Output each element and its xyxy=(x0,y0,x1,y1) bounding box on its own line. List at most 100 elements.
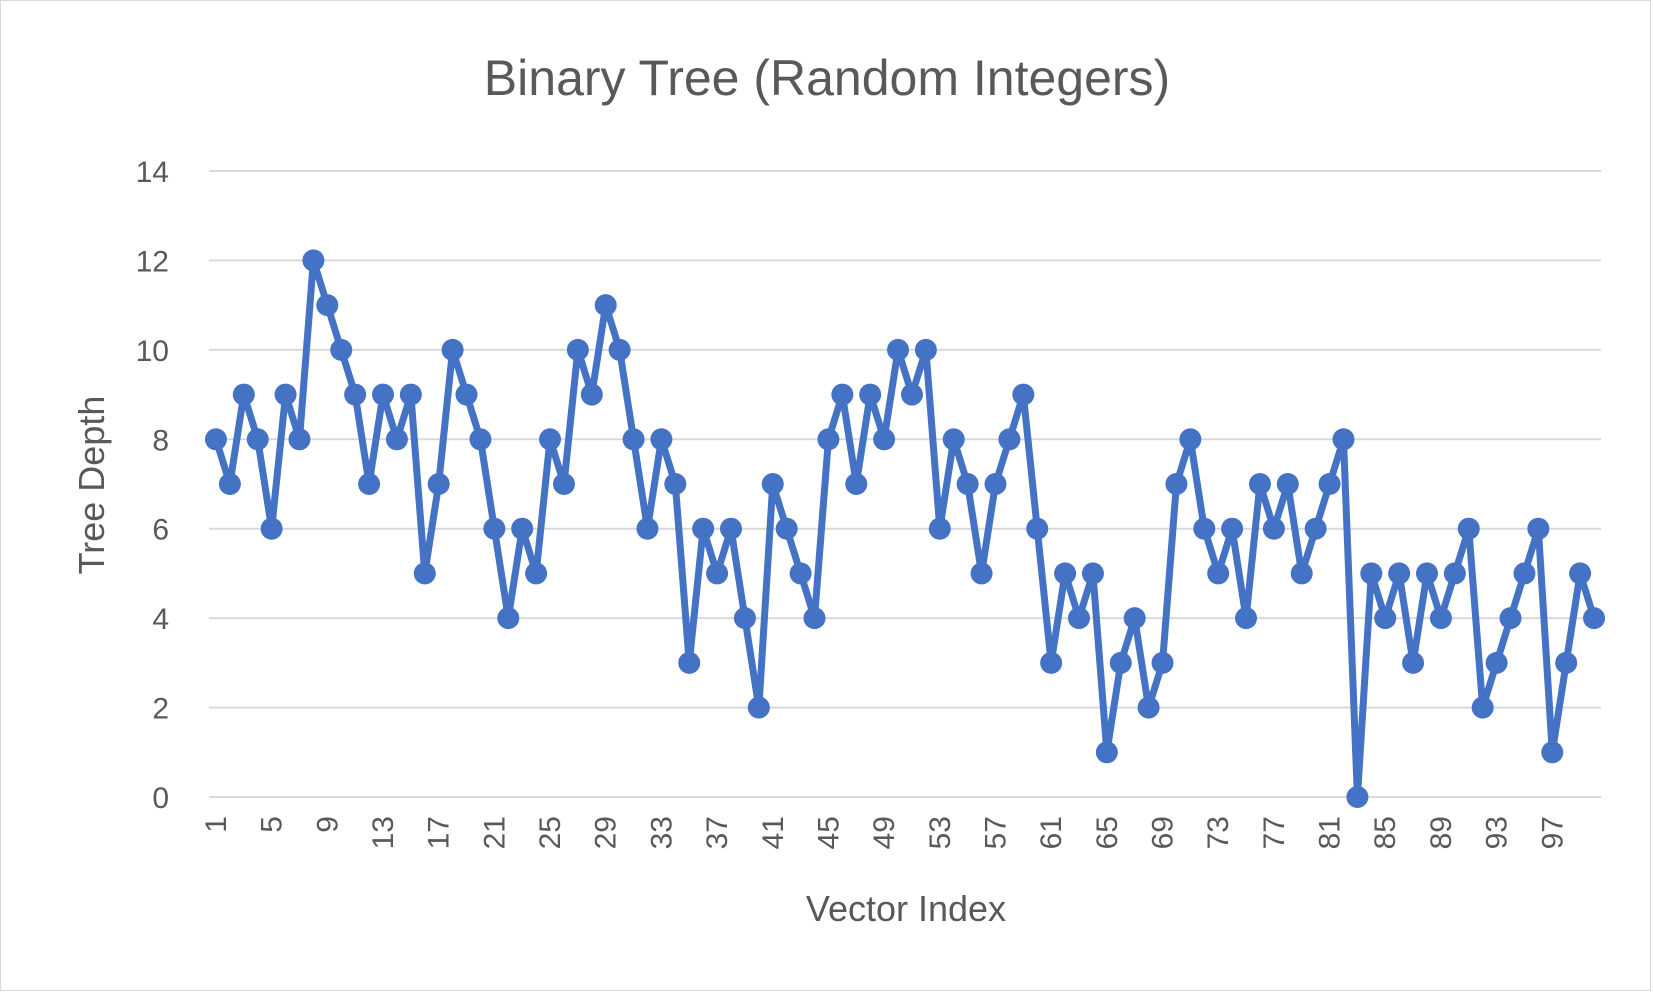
x-tick-label: 73 xyxy=(1202,816,1235,849)
y-axis-title: Tree Depth xyxy=(71,396,112,575)
data-point xyxy=(1541,741,1564,764)
y-tick-label: 8 xyxy=(152,424,169,457)
data-point xyxy=(859,383,882,406)
data-point xyxy=(358,473,381,495)
x-tick-label: 53 xyxy=(924,816,957,849)
data-point xyxy=(483,517,506,540)
data-point xyxy=(1583,607,1606,630)
data-point xyxy=(789,562,812,585)
x-tick-label: 97 xyxy=(1536,816,1569,849)
data-point xyxy=(706,562,729,585)
y-tick-label: 10 xyxy=(136,335,169,368)
data-point xyxy=(1054,562,1077,585)
x-tick-label: 81 xyxy=(1314,816,1347,849)
data-point xyxy=(552,473,575,495)
x-tick-label: 37 xyxy=(701,816,734,849)
data-point xyxy=(1207,562,1230,585)
data-point xyxy=(1485,651,1508,674)
x-tick-label: 25 xyxy=(534,816,567,849)
data-point xyxy=(873,428,896,451)
y-tick-label: 6 xyxy=(152,514,169,547)
data-point xyxy=(887,338,910,361)
data-point xyxy=(1332,428,1355,451)
y-tick-label: 4 xyxy=(152,603,169,636)
x-tick-label: 61 xyxy=(1035,816,1068,849)
data-point xyxy=(1457,517,1480,540)
data-point xyxy=(803,607,826,630)
data-point xyxy=(1221,517,1244,540)
data-point xyxy=(1318,473,1341,495)
data-point xyxy=(372,383,394,406)
data-point xyxy=(413,562,436,585)
data-point xyxy=(274,383,297,406)
data-point xyxy=(1248,473,1271,495)
data-point xyxy=(1276,473,1299,495)
data-point xyxy=(316,294,339,317)
data-point xyxy=(678,651,701,674)
data-point xyxy=(831,383,854,406)
y-tick-label: 0 xyxy=(152,782,169,815)
data-point xyxy=(385,428,408,451)
data-point xyxy=(942,428,965,451)
data-point xyxy=(1095,741,1118,764)
x-tick-label: 5 xyxy=(256,816,289,833)
data-point xyxy=(733,607,756,630)
data-point xyxy=(1416,562,1438,585)
chart-title: Binary Tree (Random Integers) xyxy=(484,50,1170,106)
data-point xyxy=(720,517,742,540)
y-tick-label: 12 xyxy=(136,245,169,278)
x-tick-label: 17 xyxy=(423,816,456,849)
data-point xyxy=(928,517,951,540)
data-point xyxy=(1388,562,1411,585)
x-tick-label: 9 xyxy=(311,816,344,833)
data-point xyxy=(302,249,325,272)
data-point xyxy=(594,294,617,317)
x-tick-label: 85 xyxy=(1369,816,1402,849)
data-point xyxy=(441,338,464,361)
data-point xyxy=(232,383,255,406)
data-point xyxy=(1193,517,1216,540)
data-point xyxy=(204,428,227,451)
data-point xyxy=(1499,607,1522,630)
data-point xyxy=(1040,651,1063,674)
data-point xyxy=(1235,607,1258,630)
data-point xyxy=(622,428,645,451)
data-point xyxy=(246,428,269,451)
data-point xyxy=(747,696,770,719)
data-point xyxy=(970,562,993,585)
data-point xyxy=(1374,607,1397,630)
data-point xyxy=(1068,607,1090,630)
data-point xyxy=(1137,696,1160,719)
x-tick-label: 41 xyxy=(757,816,790,849)
data-point xyxy=(817,428,840,451)
x-axis-tick-labels: 1 5 9 13 17 21 25 29 33 37 41 45 49 53 57 61 65 69 73 77 81 8… xyxy=(200,816,1569,849)
data-point xyxy=(1262,517,1285,540)
data-point xyxy=(399,383,422,406)
data-point xyxy=(539,428,562,451)
data-point xyxy=(1443,562,1466,585)
data-point xyxy=(1165,473,1188,495)
x-tick-label: 33 xyxy=(645,816,678,849)
data-point xyxy=(1402,651,1425,674)
data-point xyxy=(692,517,715,540)
data-point xyxy=(650,428,673,451)
data-point xyxy=(1555,651,1578,674)
data-point xyxy=(998,428,1021,451)
data-point xyxy=(1026,517,1049,540)
data-point xyxy=(1179,428,1202,451)
x-tick-label: 49 xyxy=(868,816,901,849)
data-point xyxy=(566,338,589,361)
data-point xyxy=(1151,651,1174,674)
data-point xyxy=(1123,607,1146,630)
x-tick-label: 29 xyxy=(590,816,623,849)
data-point xyxy=(1513,562,1536,585)
data-point xyxy=(344,383,367,406)
data-point xyxy=(455,383,478,406)
data-point xyxy=(845,473,868,495)
x-tick-label: 65 xyxy=(1091,816,1124,849)
data-point xyxy=(1569,562,1592,585)
data-point xyxy=(1429,607,1452,630)
data-point xyxy=(1360,562,1383,585)
